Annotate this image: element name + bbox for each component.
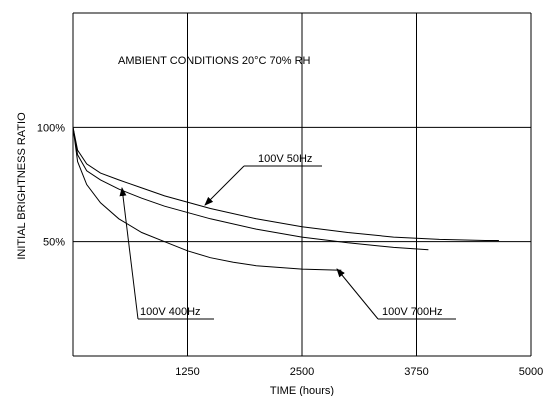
series-line-1 (72, 127, 499, 241)
curve-layer (72, 127, 499, 271)
annotation-layer: 100V 50Hz 100V 400Hz 100V 700Hz (119, 153, 456, 320)
series-label-1: 100V 50Hz (258, 153, 312, 165)
series-label-3: 100V 700Hz (382, 306, 443, 318)
series-label-arrow-3 (336, 268, 379, 320)
y-axis-title: INITIAL BRIGHTNESS RATIO (16, 112, 28, 260)
series-label-arrow-2 (119, 187, 139, 320)
x-tick-label: 2500 (290, 366, 314, 378)
y-tick-label: 100% (37, 122, 65, 134)
x-tick-label: 3750 (404, 366, 428, 378)
y-tick-label: 50% (43, 237, 65, 249)
label-layer: AMBIENT CONDITIONS 20°C 70% RH TIME (hou… (16, 55, 543, 397)
series-line-2 (72, 127, 429, 251)
series-label-arrow-1 (204, 165, 245, 206)
series-line-3 (72, 127, 342, 271)
x-axis-title: TIME (hours) (270, 385, 334, 396)
series-label-2: 100V 400Hz (140, 306, 201, 318)
ambient-conditions-note: AMBIENT CONDITIONS 20°C 70% RH (118, 55, 311, 67)
x-tick-label: 5000 (519, 366, 543, 378)
grid-layer (72, 12, 532, 357)
x-tick-label: 1250 (175, 366, 199, 378)
